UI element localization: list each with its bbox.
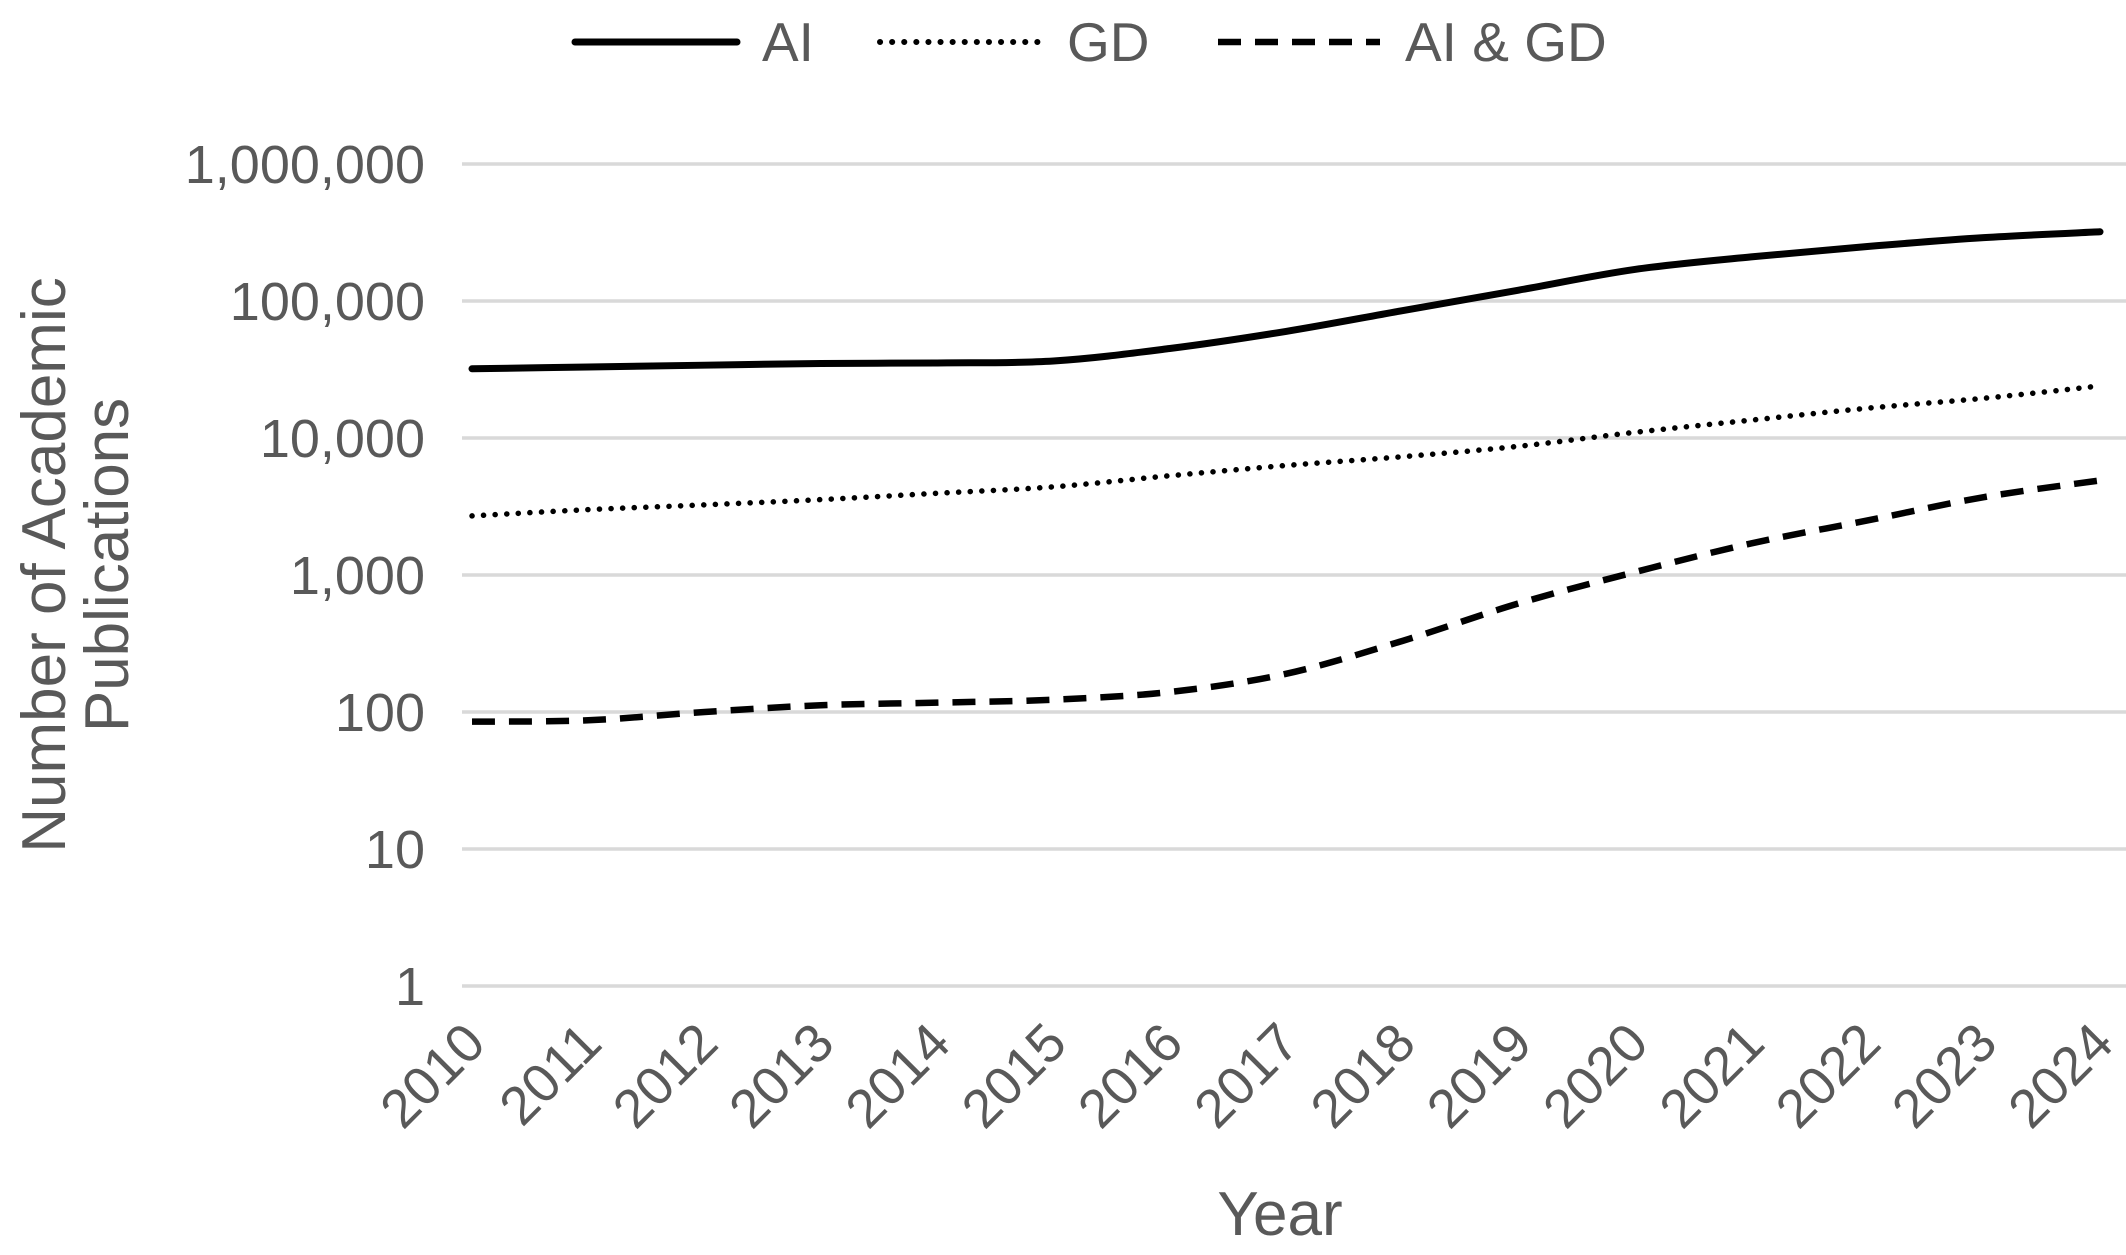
series-lines-group	[468, 228, 2104, 725]
x-tick-label: 2020	[1532, 1012, 1659, 1139]
x-tick-label: 2022	[1765, 1012, 1892, 1139]
y-tick-label: 10,000	[260, 409, 425, 469]
y-tick-label: 100,000	[230, 272, 425, 332]
legend-label-gd: GD	[1067, 11, 1150, 73]
y-axis-title-line1: Number of Academic	[10, 277, 79, 852]
legend: AI GD AI & GD	[571, 11, 1607, 73]
y-tick-label: 10	[365, 820, 425, 880]
series-line-ai	[468, 228, 2104, 373]
gridlines-group	[462, 162, 2126, 988]
y-tick-label: 1,000	[290, 546, 425, 606]
x-tick-label: 2013	[718, 1012, 845, 1139]
x-tick-label: 2023	[1881, 1012, 2008, 1139]
series-line-gd	[469, 383, 2103, 519]
y-tick-label: 1	[395, 957, 425, 1017]
series-line-ai-gd	[471, 477, 2101, 725]
x-tick-label: 2010	[369, 1012, 496, 1139]
x-tick-label: 2019	[1416, 1012, 1543, 1139]
x-tick-label: 2018	[1299, 1012, 1426, 1139]
y-tick-label: 100	[335, 683, 425, 743]
x-tick-label: 2016	[1067, 1012, 1194, 1139]
x-tick-label: 2015	[951, 1012, 1078, 1139]
x-tick-label: 2017	[1183, 1012, 1310, 1139]
x-axis-title: Year	[1217, 1180, 1342, 1249]
x-tick-label: 2012	[602, 1012, 729, 1139]
y-axis-title-line2: Publications	[73, 398, 142, 732]
legend-label-ai: AI	[762, 11, 814, 73]
y-tick-label: 1,000,000	[185, 135, 425, 195]
legend-label-ai-gd: AI & GD	[1405, 11, 1607, 73]
x-tick-label: 2014	[834, 1012, 961, 1139]
x-tick-label: 2024	[1997, 1012, 2124, 1139]
x-axis-tick-labels: 2010201120122013201420152016201720182019…	[369, 1012, 2124, 1139]
x-tick-label: 2011	[488, 1012, 613, 1137]
y-axis-tick-labels: 1 10 100 1,000 10,000 100,000 1,000,000	[185, 135, 425, 1017]
x-tick-label: 2021	[1648, 1012, 1775, 1139]
